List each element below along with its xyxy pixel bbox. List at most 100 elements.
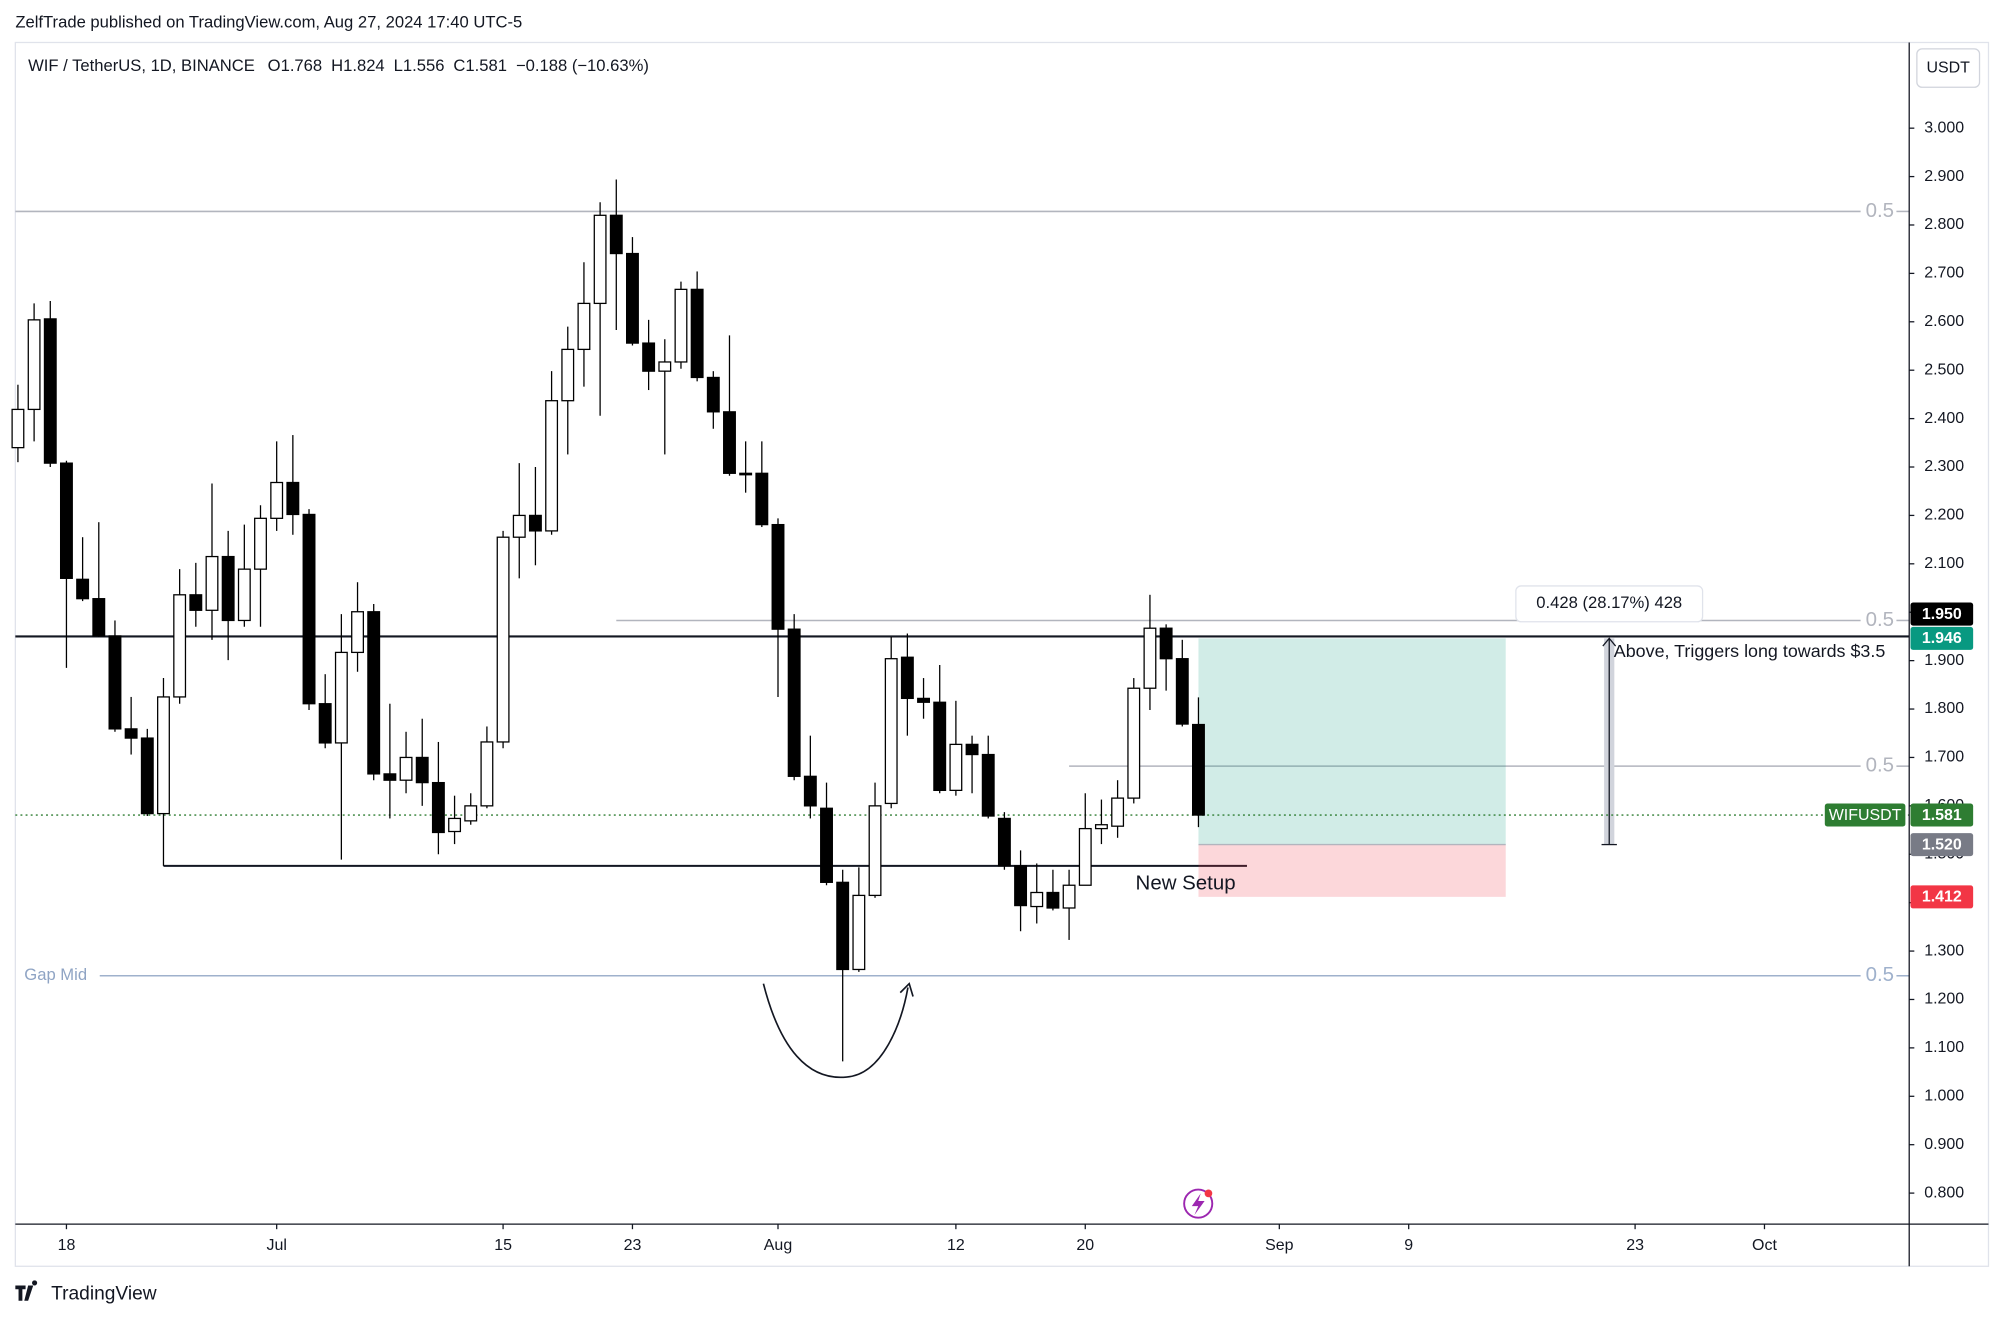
candle-body [1046,891,1060,909]
candle-body [609,214,623,255]
candle-body [124,728,138,739]
candle-body [868,805,882,897]
candle-body [949,743,963,792]
candle-body [1078,827,1092,886]
frame [14,41,1990,1267]
price-tag-label: 1.520 [1922,836,1962,853]
y-tick-label: 2.100 [1924,555,1964,572]
idea-icon-dot [1204,1189,1213,1198]
candle-body [108,635,122,730]
candle-body [43,318,57,464]
candle-body [755,472,769,526]
candle-body [674,288,688,363]
candle-body [917,697,931,703]
ohlc-key: C [453,56,465,75]
ohlc: O1.768 H1.824 L1.556 C1.581 [268,56,507,75]
y-tick-label: 1.700 [1924,749,1964,766]
currency-button[interactable] [1916,48,1981,88]
candle-body [787,628,801,777]
candle-body [221,555,235,622]
curve-arrowhead [899,982,914,997]
symbol-title: WIF / TetherUS, 1D, BINANCE [28,56,255,75]
y-tick-label: 1.800 [1924,700,1964,717]
candle-body [771,523,785,630]
ohlc-value: 1.768 [281,56,323,75]
change: −0.188 (−10.63%) [516,56,649,75]
y-tick-label: 0.900 [1924,1136,1964,1153]
candle-body [739,472,753,476]
candle-body [189,594,203,611]
y-tick-label: 2.900 [1924,168,1964,185]
candle-body [302,513,316,705]
x-tick-label: Jul [266,1237,286,1254]
candle-body [803,775,817,807]
candle-body [528,514,542,532]
candle-body [625,252,639,344]
candle-body [173,594,187,698]
annotation: Above, Triggers long towards $3.5 [1614,641,1886,661]
candle-body [690,288,704,379]
x-tick-label: 23 [624,1237,642,1254]
candle-body [884,658,898,805]
price-tag-label: 1.412 [1922,889,1962,906]
x-tick-label: Aug [764,1237,792,1254]
y-tick-label: 1.900 [1924,652,1964,669]
x-tick-label: 20 [1076,1237,1094,1254]
x-tick-label: Oct [1752,1237,1777,1254]
candle-body [11,408,25,449]
price-tag [1910,833,1974,857]
ohlc-key: O [268,56,281,75]
candle-body [318,703,332,744]
level-label: 0.5 [1866,608,1894,631]
x-tick-label: 9 [1404,1237,1413,1254]
candle-body [92,598,106,637]
stop-zone [1198,844,1506,897]
x-tick-label: 18 [58,1237,76,1254]
y-tick-label: 2.500 [1924,361,1964,378]
candle-body [286,481,300,516]
x-tick-label: Sep [1265,1237,1294,1254]
candle-body [205,555,219,611]
candle-body [593,214,607,305]
price-tag [1910,602,1974,626]
candle-body [254,517,267,570]
candle-body [965,743,979,756]
candle-body [1094,824,1108,830]
footer-brand: TradingView [51,1283,157,1304]
candle-body [334,651,348,744]
candle-body [1127,687,1141,799]
y-tick-label: 2.200 [1924,507,1964,524]
candle-body [836,881,850,971]
ohlc-key: H [331,56,343,75]
price-tag [1910,803,1974,827]
level-label: 0.5 [1866,199,1894,222]
currency-label: USDT [1926,59,1970,76]
tv-logo [15,1280,38,1301]
candle-body [496,536,510,743]
y-tick-label: 2.600 [1924,313,1964,330]
candle-body [1062,884,1076,909]
y-tick-label: 2.700 [1924,265,1964,282]
candle-body [367,611,381,775]
y-tick-label: 3.000 [1924,119,1964,136]
candle-body [900,656,914,700]
candle-body [1175,658,1189,725]
candle-body [270,481,284,519]
candle-body [27,319,41,411]
candle-body [561,348,575,402]
candle-body [464,805,478,822]
candle-body [512,514,526,538]
candle-body [1192,723,1205,816]
level-label: 0.5 [1866,754,1894,777]
plot-area: 0.5 0.5 0.5 Gap Mid 0.5 0.428 (28.17%) 428 [11,179,1910,1062]
candle-body [820,807,833,883]
candle-body [1159,627,1173,660]
candle-body [140,737,154,815]
annotation: New Setup [1136,871,1236,894]
x-tick-label: 23 [1626,1237,1644,1254]
candle-body [59,462,73,579]
y-tick-label: 2.800 [1924,216,1964,233]
y-tick-label: 2.300 [1924,458,1964,475]
